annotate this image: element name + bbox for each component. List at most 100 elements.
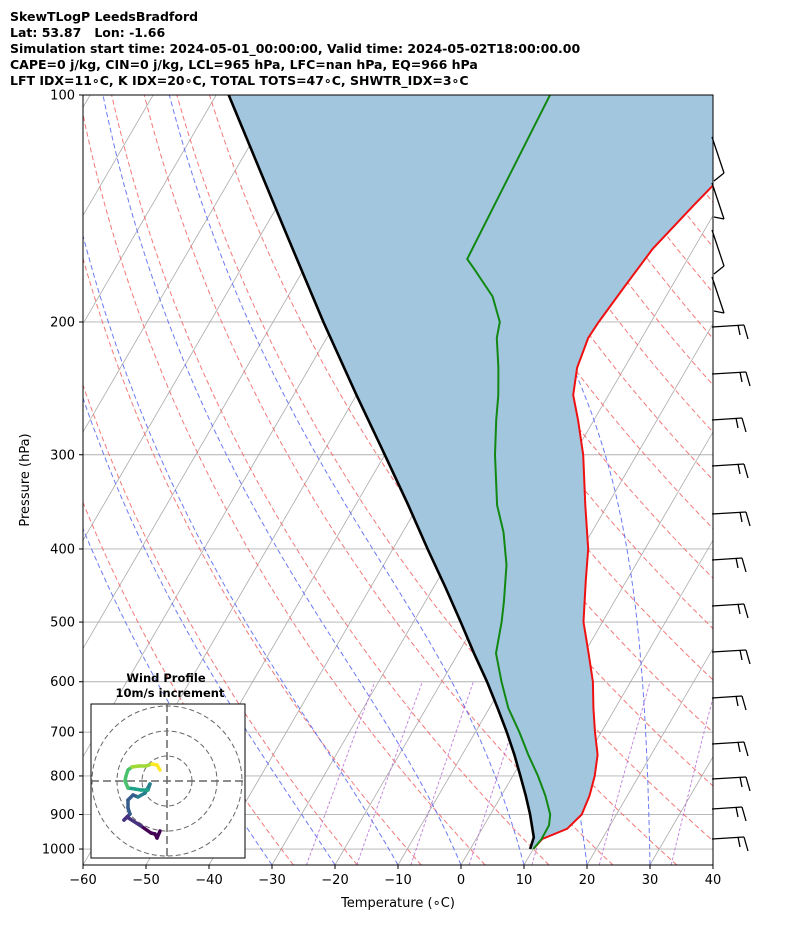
- barb-staff: [711, 324, 745, 328]
- x-tick-label: −40: [195, 873, 222, 888]
- index-line: LFT IDX=11∘C, K IDX=20∘C, TOTAL TOTS=47∘…: [10, 73, 469, 88]
- wind-barb: [711, 371, 751, 387]
- mixing-ratio-line: [410, 681, 474, 865]
- wind-barb: [711, 741, 749, 757]
- barb-flag: [713, 172, 725, 182]
- x-tick-label: 30: [642, 873, 659, 888]
- x-tick-label: −10: [384, 873, 411, 888]
- barb-flag: [713, 265, 725, 275]
- inset-plot: [91, 704, 245, 858]
- chart-title: SkewTLogP LeedsBradford: [10, 9, 199, 24]
- x-tick-label: −30: [258, 873, 285, 888]
- y-tick-label: 500: [50, 616, 75, 631]
- isotherm-line: [83, 95, 343, 542]
- barb-flag: [743, 463, 749, 479]
- barb-staff: [711, 229, 725, 267]
- barb-flag: [735, 806, 739, 818]
- y-tick-label: 900: [50, 808, 75, 823]
- wind-barb: [711, 182, 725, 220]
- mixing-ratio-line: [598, 681, 651, 865]
- cin-shading: [228, 95, 713, 849]
- location-line: Lat: 53.87 Lon: -1.66: [10, 25, 166, 40]
- x-tick-label: −60: [69, 873, 96, 888]
- hodograph-segment: [125, 815, 143, 828]
- time-line: Simulation start time: 2024-05-01_00:00:…: [10, 41, 581, 56]
- hodograph-segment: [155, 763, 162, 772]
- moist-adiabat: [102, 95, 462, 865]
- y-tick-label: 300: [50, 448, 75, 463]
- parcel-profile-line: [227, 95, 536, 850]
- wind-barb: [711, 695, 747, 711]
- barb-staff: [711, 836, 745, 840]
- y-tick-label: 700: [50, 726, 75, 741]
- mixing-ratio-line: [305, 681, 376, 865]
- dewpoint-line: [466, 95, 552, 850]
- chart-title-block: SkewTLogP LeedsBradford Lat: 53.87 Lon: …: [10, 9, 580, 89]
- barb-staff: [711, 136, 725, 174]
- barb-flag: [739, 776, 743, 788]
- barb-flag: [739, 511, 743, 523]
- barb-flag: [737, 836, 741, 848]
- barb-flag: [737, 463, 741, 475]
- y-tick-label: 800: [50, 769, 75, 784]
- data-layer: [227, 95, 713, 850]
- isotherm-line: [523, 539, 713, 865]
- barb-staff: [711, 741, 745, 745]
- dry-adiabat: [111, 95, 550, 865]
- wind-barb: [711, 417, 747, 433]
- wind-barbs: [711, 136, 751, 852]
- barb-flag: [741, 806, 747, 822]
- isotherm-line: [712, 864, 713, 865]
- x-tick-label: 40: [705, 873, 722, 888]
- barb-flag: [745, 649, 751, 665]
- y-axis-label: Pressure (hPa): [18, 433, 33, 526]
- barb-flag: [741, 417, 747, 433]
- isotherm-line: [776, 95, 794, 865]
- y-tick-label: 100: [50, 89, 75, 104]
- barb-flag: [743, 603, 749, 619]
- wind-barb: [711, 324, 749, 340]
- dry-adiabat: [731, 95, 794, 865]
- y-tick-label: 600: [50, 675, 75, 690]
- barb-flag: [737, 741, 741, 753]
- barb-flag: [743, 836, 749, 852]
- wind-barb: [711, 603, 749, 619]
- inset-title: Wind Profile: [126, 671, 206, 685]
- isotherm-line: [586, 647, 713, 865]
- barb-flag: [741, 557, 747, 573]
- wind-profile-inset: Wind Profile 10m/s increment: [90, 671, 246, 859]
- barb-flag: [745, 511, 751, 527]
- barb-flag: [739, 371, 743, 383]
- moist-adiabat: [83, 233, 399, 865]
- dry-adiabat: [241, 95, 713, 787]
- mixing-ratio-line: [670, 695, 713, 865]
- x-tick-label: 20: [579, 873, 596, 888]
- barb-flag: [737, 603, 741, 615]
- barb-flag: [735, 695, 739, 707]
- barb-staff: [711, 806, 743, 810]
- temperature-line: [532, 183, 713, 850]
- x-tick-label: −50: [132, 873, 159, 888]
- cape-line: CAPE=0 j/kg, CIN=0 j/kg, LCL=965 hPa, LF…: [10, 57, 478, 72]
- barb-staff: [711, 557, 743, 561]
- isotherm-line: [83, 95, 280, 433]
- dry-adiabat: [83, 256, 422, 865]
- wind-barb: [711, 806, 747, 822]
- dry-adiabat: [83, 111, 486, 865]
- barb-flag: [735, 417, 739, 429]
- dry-adiabat: [437, 95, 713, 481]
- y-tick-label: 400: [50, 542, 75, 557]
- wind-barb: [711, 136, 725, 182]
- x-tick-label: 0: [457, 873, 465, 888]
- mixing-ratio-line: [356, 681, 423, 865]
- wind-barb: [711, 836, 749, 852]
- barb-flag: [745, 371, 751, 387]
- wind-barb: [711, 276, 725, 314]
- wind-barb: [711, 511, 751, 527]
- dry-adiabat: [404, 95, 713, 530]
- x-tick-label: 10: [516, 873, 533, 888]
- barb-flag: [737, 324, 741, 336]
- barb-flag: [739, 649, 743, 661]
- wind-barb: [711, 463, 749, 479]
